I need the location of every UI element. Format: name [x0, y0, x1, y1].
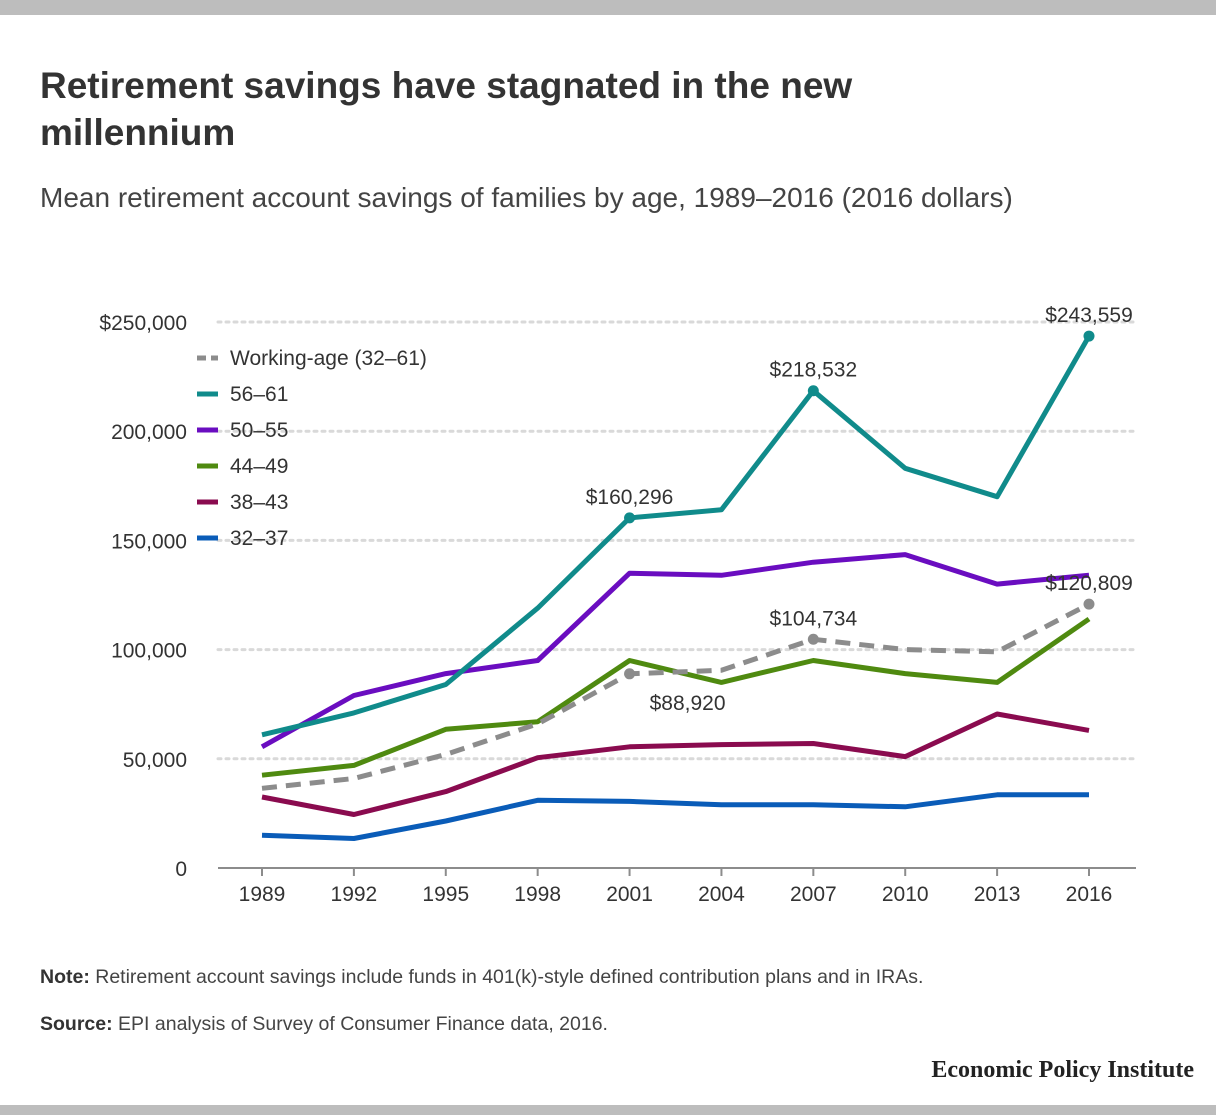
bottom-border [0, 1105, 1216, 1115]
data-label: $218,532 [770, 359, 858, 382]
legend-label: 56–61 [230, 383, 288, 406]
y-tick-label: 200,000 [111, 421, 187, 444]
x-tick-label: 2004 [698, 883, 745, 906]
series-line-4 [261, 711, 1090, 817]
data-label: $120,809 [1045, 572, 1133, 595]
legend-label: 38–43 [230, 491, 288, 514]
x-tick-label: 1989 [239, 883, 286, 906]
x-tick-label: 2016 [1066, 883, 1113, 906]
data-label: $160,296 [586, 486, 674, 509]
x-tick-label: 2010 [882, 883, 929, 906]
data-point-marker [1083, 598, 1095, 610]
x-tick-label: 1998 [514, 883, 561, 906]
data-point-marker [807, 385, 819, 397]
y-tick-label: 150,000 [111, 530, 187, 553]
chart-subtitle: Mean retirement account savings of famil… [40, 182, 1013, 213]
series-line-0 [261, 601, 1091, 791]
data-point-marker [624, 668, 636, 680]
note-label: Note: [40, 966, 90, 988]
y-tick-label: 50,000 [123, 749, 187, 772]
data-label: $88,920 [650, 692, 726, 715]
top-border [0, 0, 1216, 15]
series-line-5 [261, 792, 1089, 841]
y-tick-label: $250,000 [99, 312, 187, 335]
x-tick-label: 2007 [790, 883, 837, 906]
data-label: $104,734 [770, 607, 858, 630]
data-label: $243,559 [1045, 304, 1133, 327]
source-text: EPI analysis of Survey of Consumer Finan… [112, 1013, 608, 1035]
y-tick-label: 0 [175, 858, 187, 881]
note-text: Retirement account savings include funds… [89, 966, 924, 988]
legend-label: 44–49 [230, 455, 288, 478]
y-tick-label: 100,000 [111, 640, 187, 663]
legend-label: Working-age (32–61) [230, 347, 427, 370]
data-point-marker [624, 512, 636, 524]
source: Source: EPI analysis of Survey of Consum… [40, 1010, 1200, 1038]
x-tick-label: 1995 [422, 883, 469, 906]
series-line-2 [260, 552, 1090, 749]
legend-label: 32–37 [230, 527, 288, 550]
line-chart: 0 50,000 100,000 150,000 200,000 $250,000 1989… [99, 304, 1138, 906]
series-line-1 [261, 334, 1092, 738]
note: Note: Retirement account savings include… [40, 963, 1200, 991]
x-tick-label: 1992 [331, 883, 378, 906]
x-tick-label: 2001 [606, 883, 653, 906]
data-point-marker [807, 633, 819, 645]
brand-logo-text: Economic Policy Institute [931, 1057, 1194, 1083]
data-point-marker [1083, 330, 1095, 342]
source-label: Source: [40, 1013, 113, 1035]
x-tick-label: 2013 [974, 883, 1021, 906]
legend-label: 50–55 [230, 419, 288, 442]
chart-title: Retirement savings have stagnated in the… [40, 65, 853, 153]
